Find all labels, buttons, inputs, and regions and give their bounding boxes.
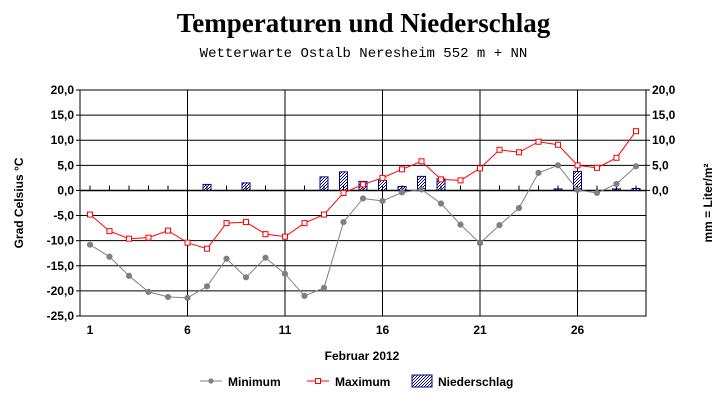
point-minimum <box>301 292 308 300</box>
y-axis-label-left: Grad Celsius °C <box>12 157 26 248</box>
point-minimum <box>515 204 523 212</box>
y-tick-label-left: -10,0 <box>47 234 75 248</box>
point-minimum <box>242 274 250 281</box>
point-maximum <box>340 189 347 196</box>
x-tick-label: 6 <box>184 323 191 337</box>
x-tick-label: 16 <box>376 323 390 337</box>
axis-ticks: 20,015,010,05,00,0-5,0-10,0-15,0-20,0-25… <box>47 83 676 337</box>
legend-marker-minimum <box>208 378 214 384</box>
point-maximum <box>555 141 561 148</box>
point-maximum <box>282 233 288 240</box>
legend-label-minimum: Minimum <box>228 375 281 389</box>
y-tick-label-right: 10,0 <box>652 133 676 147</box>
y-tick-label-right: 20,0 <box>652 83 676 97</box>
point-maximum <box>223 220 230 227</box>
point-maximum <box>106 228 113 235</box>
point-minimum <box>320 284 328 291</box>
point-minimum <box>437 200 445 207</box>
point-maximum <box>145 234 152 241</box>
point-maximum <box>379 174 386 181</box>
point-maximum <box>204 245 210 252</box>
y-tick-label-left: -15,0 <box>47 259 75 273</box>
x-tick-label: 1 <box>87 323 94 337</box>
point-minimum <box>125 272 133 279</box>
plot-frame <box>79 89 647 317</box>
y-tick-label-right: 0,0 <box>652 183 669 197</box>
point-maximum <box>321 211 327 218</box>
y-tick-label-right: 5,0 <box>652 158 669 172</box>
point-minimum <box>632 163 640 170</box>
point-minimum <box>86 241 94 248</box>
point-minimum <box>223 255 230 262</box>
temperature-lines <box>86 128 640 302</box>
point-maximum <box>457 177 464 184</box>
y-axis-label-right: mm = Liter/m² <box>701 163 715 242</box>
point-minimum <box>398 189 406 196</box>
y-tick-label-left: 20,0 <box>51 83 75 97</box>
point-maximum <box>243 219 249 226</box>
y-tick-label-left: 15,0 <box>51 108 75 122</box>
point-minimum <box>554 162 562 169</box>
y-tick-label-left: 0,0 <box>57 183 74 197</box>
point-minimum <box>613 180 620 188</box>
y-tick-label-left: -5,0 <box>53 209 74 223</box>
point-minimum <box>106 253 113 260</box>
y-tick-label-left: -25,0 <box>47 309 75 323</box>
point-minimum <box>184 294 191 302</box>
point-maximum <box>535 138 542 145</box>
point-maximum <box>516 149 522 156</box>
point-maximum <box>418 158 425 165</box>
point-minimum <box>593 189 601 197</box>
x-tick-label: 26 <box>571 323 585 337</box>
point-maximum <box>594 164 600 171</box>
x-axis-label: Februar 2012 <box>325 349 400 363</box>
point-minimum <box>281 270 289 277</box>
point-maximum <box>496 146 503 153</box>
point-maximum <box>438 176 444 183</box>
legend-swatch-niederschlag <box>411 374 433 388</box>
y-tick-label-left: 10,0 <box>51 133 75 147</box>
point-minimum <box>476 240 484 247</box>
point-minimum <box>203 283 211 290</box>
legend-marker-maximum <box>315 378 321 384</box>
point-minimum <box>496 221 503 229</box>
point-minimum <box>359 195 367 202</box>
chart-subtitle: Wetterwarte Ostalb Neresheim 552 m + NN <box>199 46 528 62</box>
point-minimum <box>574 186 581 194</box>
point-maximum <box>126 235 132 242</box>
point-maximum <box>87 211 93 218</box>
y-tick-label-left: -20,0 <box>47 284 75 298</box>
point-maximum <box>262 231 269 238</box>
point-maximum <box>633 128 639 135</box>
x-tick-label: 11 <box>279 323 292 337</box>
point-maximum <box>165 227 171 234</box>
x-tick-label: 21 <box>473 323 487 337</box>
legend-label-maximum: Maximum <box>335 375 390 389</box>
point-maximum <box>477 165 483 172</box>
chart-title: Temperaturen und Niederschlag <box>176 8 551 38</box>
y-tick-label-right: 15,0 <box>652 108 676 122</box>
gridlines <box>80 89 646 317</box>
point-maximum <box>184 239 191 246</box>
point-maximum <box>399 166 405 173</box>
point-minimum <box>164 293 172 301</box>
point-minimum <box>379 197 386 205</box>
point-minimum <box>262 254 269 261</box>
point-minimum <box>418 186 425 193</box>
point-maximum <box>360 181 366 188</box>
point-maximum <box>301 220 308 227</box>
point-maximum <box>574 162 581 169</box>
point-maximum <box>613 154 620 161</box>
legend: Minimum Maximum Niederschlag <box>200 374 513 389</box>
point-minimum <box>457 221 464 228</box>
legend-label-niederschlag: Niederschlag <box>438 375 513 389</box>
point-minimum <box>145 288 152 295</box>
y-tick-label-left: 5,0 <box>57 158 74 172</box>
point-minimum <box>535 169 542 176</box>
point-minimum <box>340 218 347 226</box>
